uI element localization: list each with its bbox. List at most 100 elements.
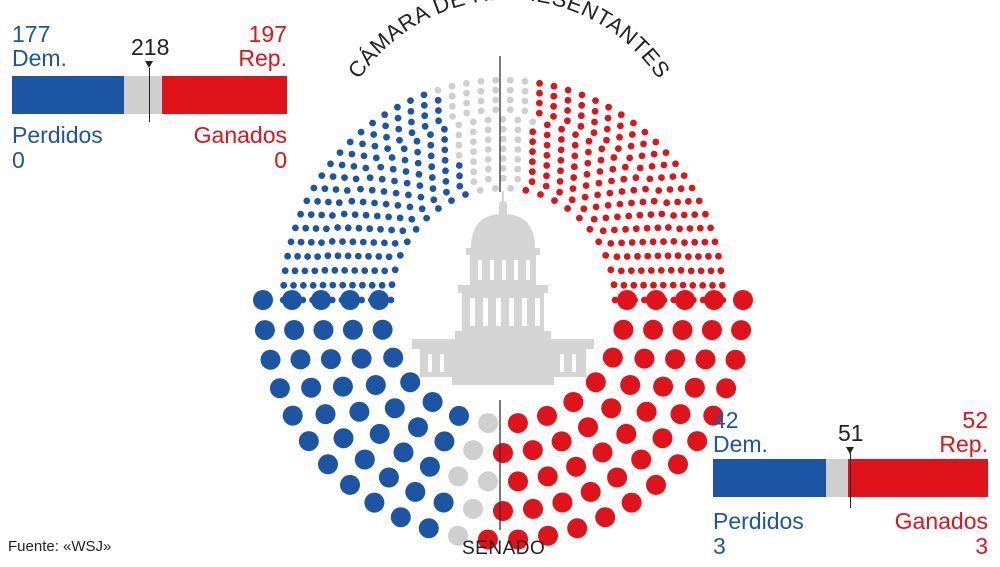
senate-seat-dem: [400, 372, 421, 393]
senate-seat-rep: [477, 529, 498, 550]
house-seat-dem: [462, 191, 469, 198]
house-seat-rep: [528, 178, 536, 186]
house-seat-undecided: [449, 113, 456, 120]
house-seat-rep: [568, 196, 576, 204]
senate-seat-rep: [601, 398, 622, 419]
house-seat-rep: [557, 167, 564, 175]
senate-seat-rep: [684, 377, 705, 398]
house-seat-undecided: [506, 106, 514, 114]
house-seat-rep: [696, 224, 704, 232]
senate-seat-dem: [269, 378, 290, 399]
house-seat-rep: [677, 185, 685, 193]
house-seat-undecided: [470, 178, 478, 186]
house-seat-dem: [413, 137, 421, 145]
house-seat-rep: [583, 170, 591, 178]
house-seat-dem: [435, 205, 442, 212]
house-seat-rep: [602, 252, 610, 259]
house-seat-rep: [596, 168, 604, 175]
house-seat-dem: [388, 281, 396, 289]
house-seat-rep: [537, 191, 544, 198]
house-seat-rep: [647, 267, 655, 274]
house-seat-rep: [626, 154, 634, 162]
house-seat-rep: [543, 162, 551, 169]
house-seat-undecided: [499, 165, 507, 172]
house-seat-rep: [602, 214, 610, 222]
house-seat-rep: [556, 188, 563, 196]
house-seat-dem: [396, 136, 403, 144]
house-seat-rep: [681, 239, 688, 247]
house-seat-rep: [625, 212, 633, 220]
house-seat-rep: [598, 145, 606, 153]
house-seat-rep: [685, 198, 692, 205]
house-seat-dem: [309, 282, 317, 289]
house-seat-dem: [388, 154, 396, 161]
senate-seat-undecided: [463, 440, 484, 461]
house-seat-dem: [434, 96, 442, 104]
house-seat-undecided: [455, 151, 463, 159]
senate-dem-bar: [713, 459, 826, 497]
house-seat-rep: [603, 125, 611, 133]
house-seat-dem: [329, 281, 337, 289]
house-seat-dem: [365, 252, 372, 260]
house-seat-rep: [608, 177, 615, 185]
senate-seat-dem: [284, 320, 305, 340]
house-seat-dem: [329, 173, 337, 181]
house-seat-dem: [358, 296, 365, 304]
house-seat-rep: [585, 148, 592, 156]
house-seat-rep: [543, 172, 550, 180]
house-seat-rep: [664, 252, 672, 260]
house-seat-dem: [394, 103, 401, 111]
house-seat-dem: [441, 125, 448, 133]
house-seat-undecided: [463, 79, 470, 87]
house-seat-undecided: [499, 145, 507, 153]
house-seat-rep: [571, 152, 579, 160]
house-seat-dem: [307, 211, 315, 219]
house-seat-dem: [355, 224, 363, 232]
house-seat-rep: [556, 178, 564, 185]
house-seat-rep: [650, 150, 658, 158]
house-seat-rep: [697, 267, 705, 275]
house-seat-rep: [674, 252, 682, 260]
senate-seat-rep: [636, 401, 657, 422]
house-seat-dem: [381, 267, 389, 275]
house-seat-rep: [639, 198, 647, 206]
house-seat-dem: [377, 225, 384, 233]
senate-seat-dem: [254, 320, 275, 341]
senate-seat-dem: [372, 319, 393, 340]
house-seat-rep: [677, 266, 685, 274]
house-seat-rep: [691, 211, 699, 219]
senate-seat-dem: [311, 290, 331, 310]
house-seat-dem: [441, 136, 448, 143]
house-seat-undecided: [514, 156, 522, 163]
house-seat-dem: [402, 168, 410, 175]
house-seat-rep: [597, 156, 605, 164]
house-seat-undecided: [477, 87, 485, 95]
senate-seat-dem: [418, 518, 439, 539]
house-rep-bar: [162, 76, 287, 114]
senate-seat-rep: [522, 440, 543, 461]
senate-seat-dem: [369, 290, 389, 310]
house-seat-dem: [280, 281, 288, 289]
house-seat-rep: [709, 282, 716, 289]
senate-seat-rep: [537, 466, 558, 487]
senate-seat-dem: [378, 467, 399, 488]
house-seat-dem: [368, 281, 376, 289]
house-seat-dem: [348, 150, 356, 158]
house-seat-rep: [616, 200, 624, 208]
senate-seat-rep: [672, 320, 693, 340]
house-seat-rep: [581, 193, 589, 201]
house-seat-dem: [406, 203, 414, 211]
house-seat-dem: [375, 253, 383, 260]
house-seat-dem: [299, 282, 307, 289]
house-seat-undecided: [514, 116, 522, 124]
senate-seat-rep: [585, 372, 606, 393]
house-seat-dem: [311, 267, 319, 275]
senate-seat-undecided: [478, 413, 499, 434]
house-lost-value: 0: [12, 147, 25, 173]
house-seat-rep: [584, 159, 592, 167]
house-seat-rep: [670, 238, 678, 245]
house-seat-undecided: [499, 116, 507, 123]
senate-seat-rep: [508, 529, 529, 550]
house-seat-rep: [718, 281, 726, 289]
house-seat-rep: [701, 238, 709, 246]
